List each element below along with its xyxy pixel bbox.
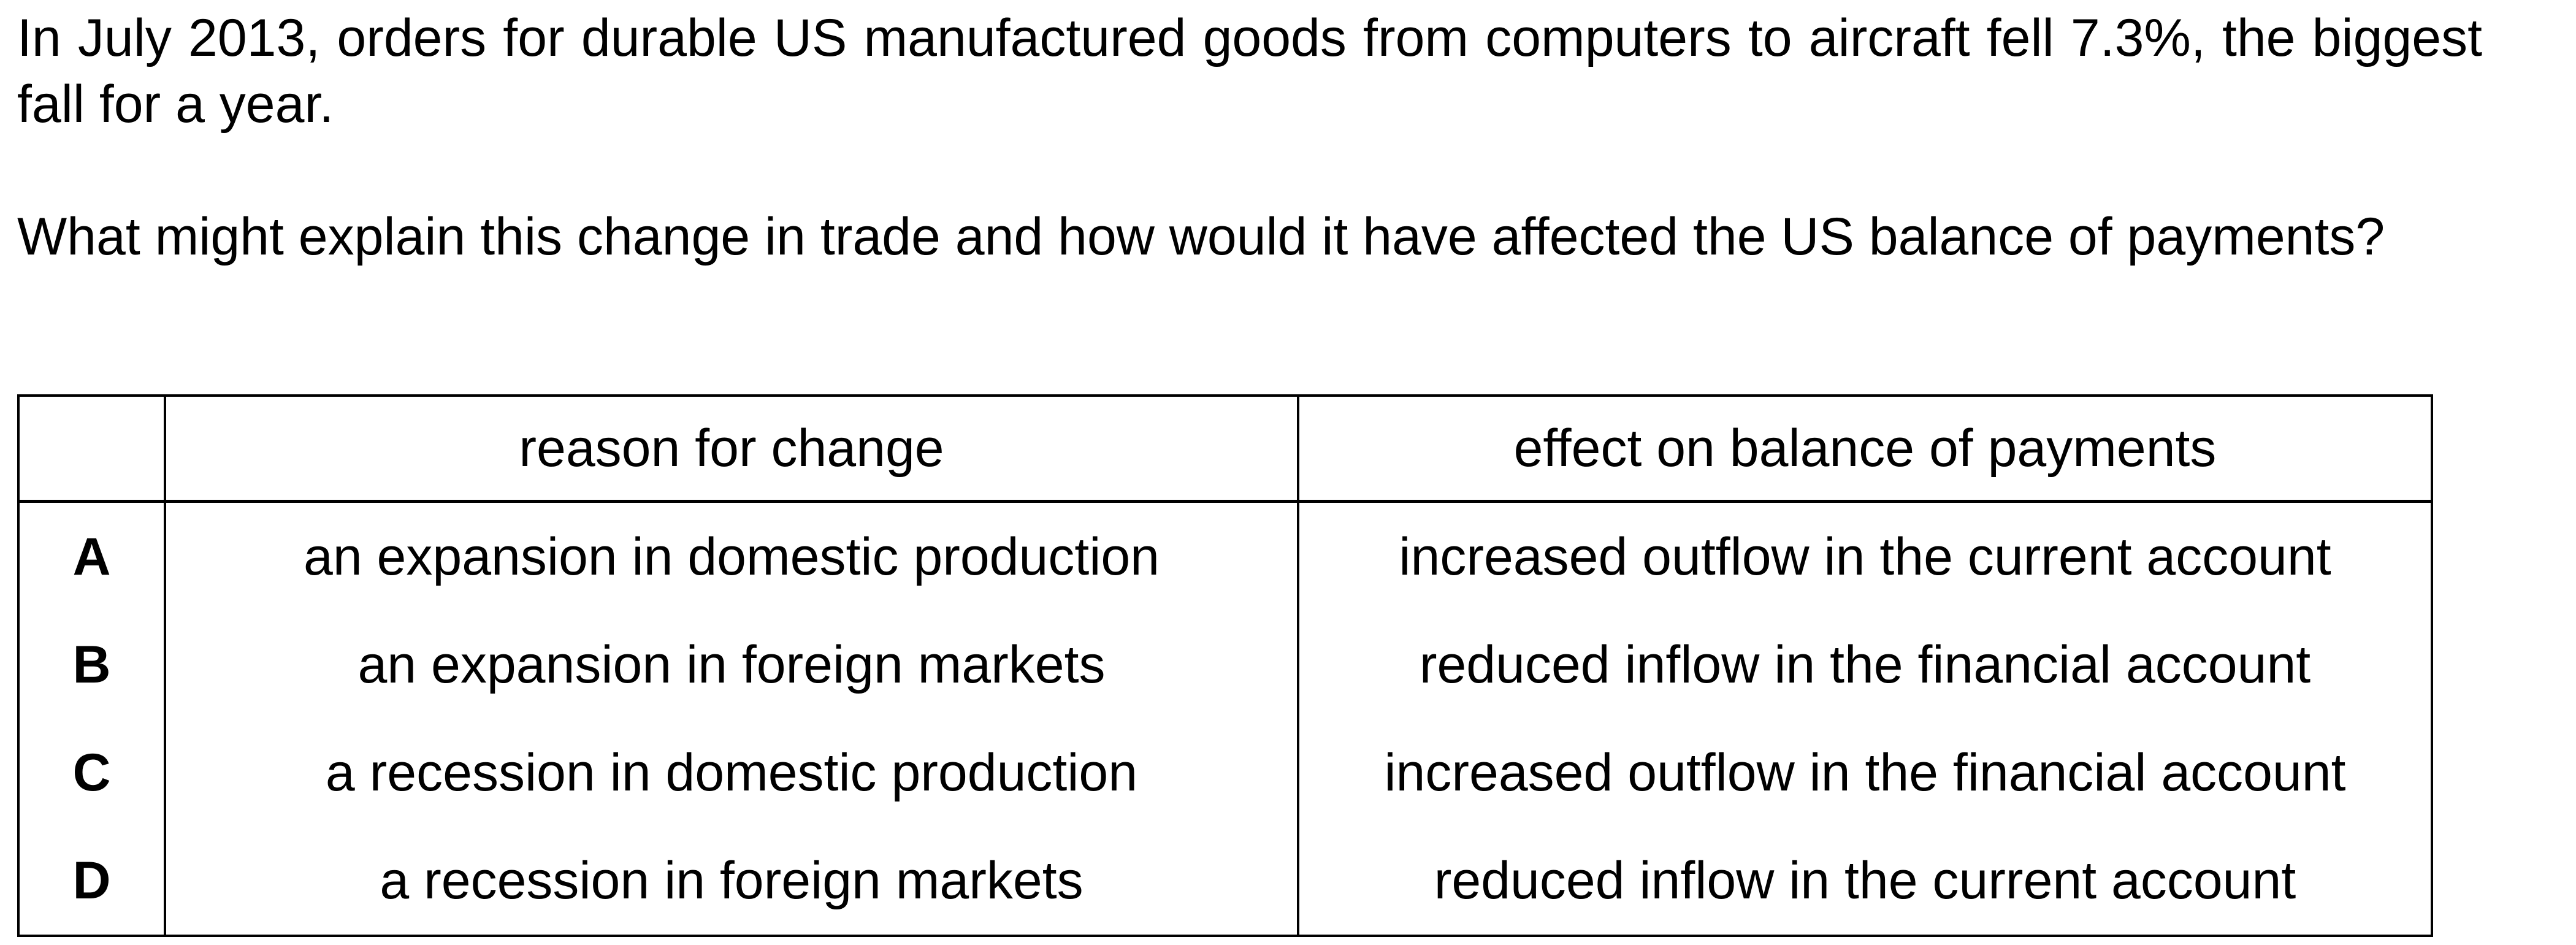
option-effect: reduced inflow in the financial account xyxy=(1297,611,2433,719)
option-row-d[interactable]: D a recession in foreign markets reduced… xyxy=(17,827,2433,936)
option-row-b[interactable]: B an expansion in foreign markets reduce… xyxy=(17,611,2433,719)
question-text: In July 2013, orders for durable US manu… xyxy=(17,0,2482,270)
option-effect: reduced inflow in the current account xyxy=(1297,827,2433,936)
option-letter: B xyxy=(17,611,166,719)
option-reason: a recession in domestic production xyxy=(164,719,1299,827)
question-paragraph-context: In July 2013, orders for durable US manu… xyxy=(17,9,2482,134)
option-reason: a recession in foreign markets xyxy=(164,827,1299,936)
option-row-c[interactable]: C a recession in domestic production inc… xyxy=(17,719,2433,827)
answer-options-table: reason for change effect on balance of p… xyxy=(17,394,2433,937)
option-effect: increased outflow in the financial accou… xyxy=(1297,719,2433,827)
question-paragraph-prompt: What might explain this change in trade … xyxy=(17,207,2385,266)
option-reason: an expansion in domestic production xyxy=(164,501,1299,611)
table-header-row: reason for change effect on balance of p… xyxy=(17,396,2433,503)
option-letter: D xyxy=(17,827,166,936)
option-letter: A xyxy=(17,501,166,611)
option-effect: increased outflow in the current account xyxy=(1297,501,2433,611)
option-reason: an expansion in foreign markets xyxy=(164,611,1299,719)
option-letter: C xyxy=(17,719,166,827)
option-row-a[interactable]: A an expansion in domestic production in… xyxy=(17,501,2433,611)
header-effect: effect on balance of payments xyxy=(1297,396,2433,503)
header-letter xyxy=(17,396,166,503)
header-reason: reason for change xyxy=(164,396,1299,503)
